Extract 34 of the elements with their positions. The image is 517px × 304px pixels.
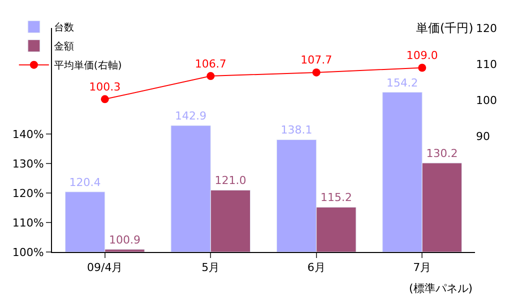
data-label: 107.7 <box>300 54 332 67</box>
data-label: 100.3 <box>89 80 121 94</box>
y2-tick-label: 100 <box>476 94 497 108</box>
point <box>418 64 426 72</box>
point <box>312 68 320 76</box>
data-label: 120.4 <box>69 176 101 189</box>
data-label: 109.0 <box>406 48 438 62</box>
y-tick-label: 100% <box>12 246 44 259</box>
data-label: 115.2 <box>320 191 352 204</box>
data-label: 121.0 <box>214 174 246 188</box>
y2-tick-label: 90 <box>476 130 490 144</box>
legend-label: 平均単価(右軸) <box>54 60 122 72</box>
y2-tick-label: 120 <box>476 22 497 35</box>
y-tick-label: 110% <box>12 216 44 230</box>
x-tick-label: 09/4月 <box>87 261 123 274</box>
x-tick-label: 5月 <box>202 261 220 274</box>
y-tick-label: 130% <box>12 157 44 170</box>
data-label: 100.9 <box>108 233 140 246</box>
y2-tick-label: 110 <box>476 58 497 71</box>
point <box>206 72 215 80</box>
data-label: 154.2 <box>386 76 418 90</box>
legend-label: 金額 <box>54 40 74 53</box>
data-label: 106.7 <box>194 57 226 70</box>
data-label: 138.1 <box>280 124 312 137</box>
data-label: 130.2 <box>426 146 458 160</box>
y-tick-label: 120% <box>12 186 44 200</box>
x-tick-label: 6月 <box>307 261 326 274</box>
legend-label: 台数 <box>54 22 74 34</box>
text: (標準パネル) <box>409 282 473 295</box>
y2-axis-title: 単価(千円) <box>416 21 474 35</box>
x-tick-label: 7月 <box>413 261 432 274</box>
point <box>100 95 109 104</box>
data-label: 142.9 <box>175 110 207 123</box>
y-tick-label: 140% <box>12 128 44 141</box>
